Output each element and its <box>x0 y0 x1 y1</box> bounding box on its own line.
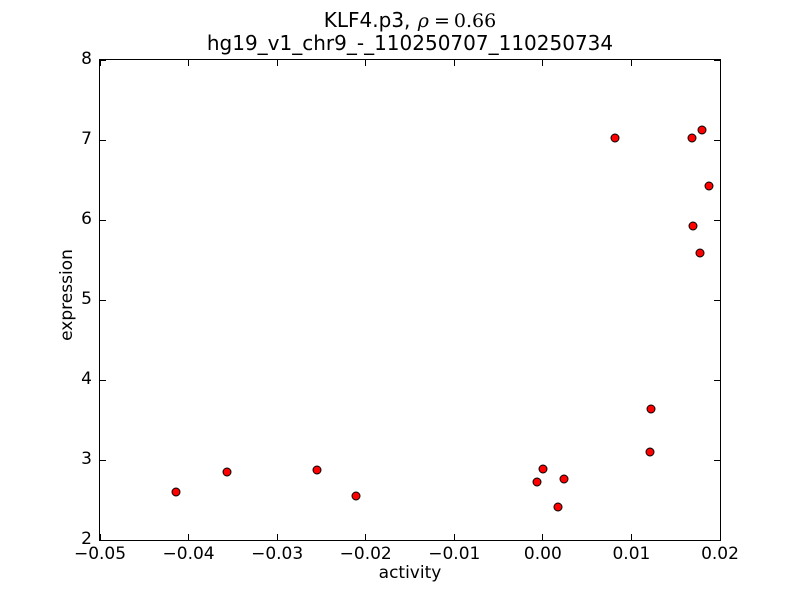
x-tick-top <box>719 60 721 66</box>
y-tick-left <box>100 299 106 301</box>
data-point <box>695 248 705 258</box>
plot-title-block: KLF4.p3, ρ = 0.66 hg19_v1_chr9_-_110250707… <box>100 9 720 54</box>
y-tick-label: 5 <box>81 289 92 309</box>
data-point <box>351 491 361 501</box>
y-tick-right <box>714 59 720 61</box>
data-point <box>171 487 181 497</box>
x-axis-label: activity <box>378 563 442 583</box>
data-point <box>222 467 232 477</box>
data-point <box>688 221 698 231</box>
rho-symbol: ρ <box>417 10 429 32</box>
y-tick-right <box>714 459 720 461</box>
plot-area <box>99 59 721 541</box>
x-tick-label: −0.05 <box>73 544 127 564</box>
x-tick-top <box>99 60 101 66</box>
x-tick-bottom <box>719 534 721 540</box>
data-point <box>538 464 548 474</box>
x-tick-top <box>188 60 190 66</box>
data-point <box>610 133 620 143</box>
y-tick-left <box>100 459 106 461</box>
x-tick-top <box>453 60 455 66</box>
y-tick-left <box>100 139 106 141</box>
data-point <box>532 477 542 487</box>
rho-value: 0.66 <box>453 10 497 32</box>
data-point <box>312 465 322 475</box>
y-tick-right <box>714 299 720 301</box>
x-tick-label: 0.00 <box>523 544 562 564</box>
y-tick-left <box>100 219 106 221</box>
x-tick-label: −0.04 <box>162 544 215 564</box>
y-tick-left <box>100 59 106 61</box>
y-tick-label: 2 <box>81 529 92 549</box>
x-tick-label: −0.01 <box>428 544 481 564</box>
y-tick-label: 8 <box>81 49 92 69</box>
x-tick-bottom <box>630 534 632 540</box>
y-tick-left <box>100 539 106 541</box>
y-tick-right <box>714 539 720 541</box>
x-tick-bottom <box>542 534 544 540</box>
equals-sign: = <box>433 10 450 32</box>
y-tick-right <box>714 139 720 141</box>
y-tick-right <box>714 379 720 381</box>
y-tick-label: 6 <box>81 209 92 229</box>
x-tick-top <box>630 60 632 66</box>
data-point <box>687 133 697 143</box>
x-tick-top <box>542 60 544 66</box>
plot-title: KLF4.p3, ρ = 0.66 <box>100 9 720 32</box>
data-point <box>645 447 655 457</box>
y-tick-label: 7 <box>81 129 92 149</box>
x-tick-bottom <box>365 534 367 540</box>
x-tick-label: −0.03 <box>251 544 304 564</box>
y-tick-label: 3 <box>81 449 92 469</box>
x-tick-bottom <box>276 534 278 540</box>
x-tick-bottom <box>453 534 455 540</box>
data-point <box>553 502 563 512</box>
x-tick-bottom <box>99 534 101 540</box>
x-tick-label: 0.02 <box>701 544 739 564</box>
y-tick-left <box>100 379 106 381</box>
y-tick-right <box>714 219 720 221</box>
data-point <box>704 181 714 191</box>
data-point <box>697 125 707 135</box>
plot-subtitle: hg19_v1_chr9_-_110250707_110250734 <box>206 31 614 55</box>
x-tick-bottom <box>188 534 190 540</box>
x-tick-top <box>276 60 278 66</box>
x-tick-label: 0.01 <box>612 544 651 564</box>
x-tick-label: −0.02 <box>339 544 392 564</box>
y-tick-label: 4 <box>81 369 92 389</box>
plot-title-text: KLF4.p3, <box>323 8 411 32</box>
x-tick-top <box>365 60 367 66</box>
data-point <box>559 474 569 484</box>
data-point <box>646 404 656 414</box>
